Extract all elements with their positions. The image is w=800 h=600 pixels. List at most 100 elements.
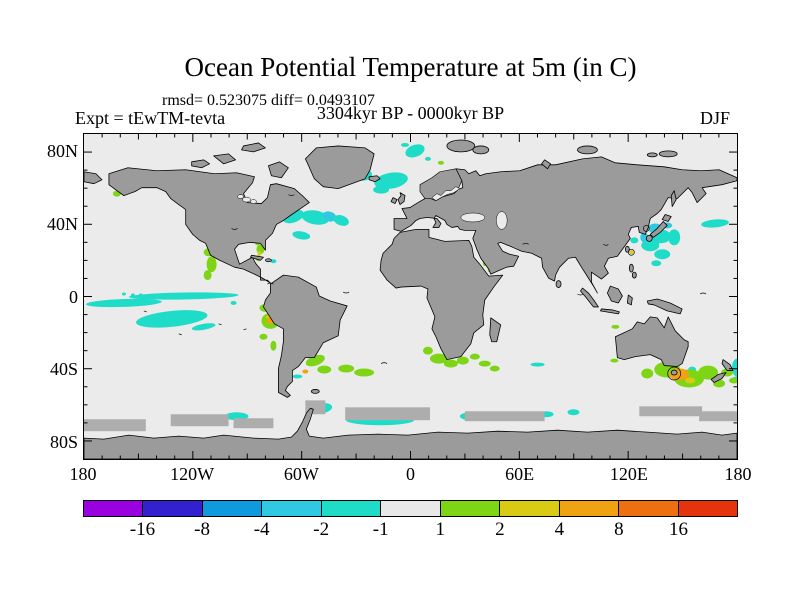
anomaly-patch [121,292,126,296]
anomaly-patch [373,185,390,194]
greenland [304,145,375,190]
anomaly-patch [685,377,696,384]
y-axis-label: 40N [47,213,78,234]
world-map [84,134,737,459]
svalbard [446,139,476,153]
cuba [250,254,264,261]
caspian-sea [495,211,508,230]
period-line: 3304kyr BP - 0000kyr BP [316,103,505,123]
anomaly-patch [354,368,375,377]
iceland [368,175,381,183]
colorbar-segment [559,501,620,516]
anomaly-patch [259,333,268,340]
x-axis-label: 60W [283,464,319,484]
anomaly-patch [429,353,448,364]
sri-lanka [555,280,562,288]
anomaly-patch [456,356,469,365]
y-axis-label: 0 [69,286,78,307]
anomaly-patch [651,260,662,267]
stats-line: rmsd= 0.523075 diff= 0.0493107 [162,92,375,109]
anomaly-patch [641,239,660,252]
colorbar-segment [202,501,263,516]
anomaly-patch [668,229,681,246]
inland-seas-layer [237,186,508,230]
continents-layer [84,139,737,459]
anomaly-patch [401,142,410,147]
anomaly-patch [729,377,737,384]
colorbar-label: 1 [435,519,446,540]
anomaly-patch [610,358,619,363]
anomaly-patch [128,292,239,300]
sumatra [580,287,599,308]
colorbar-label: 8 [614,519,624,540]
x-axis-label: 120W [170,464,215,484]
anomaly-patch [86,298,162,308]
new-zealand-north [721,359,734,371]
anomaly-patch [630,237,639,244]
new-guinea [646,298,683,315]
anomaly-patch [629,250,634,255]
zero-contour-marks [143,194,707,381]
new-zealand-south [710,372,727,383]
colorbar-segment [143,501,203,516]
arctic-island [191,159,211,169]
antarctica [84,407,737,459]
great-lake [237,194,244,199]
uk [397,192,406,205]
java [600,308,620,315]
anomaly-patch [489,365,500,372]
x-axis-label: 180 [724,464,752,484]
borneo [606,285,623,304]
anomaly-patch [424,156,431,161]
falklands [310,389,320,394]
south-america [263,274,348,398]
australia [614,316,689,367]
tasmania [670,369,678,376]
anomaly-patch [611,324,620,329]
arctic-isle2 [658,150,678,158]
colorbar-label: -8 [194,519,210,540]
anomaly-patch [302,369,309,374]
anomaly-patch [469,353,480,360]
great-lake [250,199,257,204]
hokkaido [661,214,672,222]
anomaly-patch [701,219,729,228]
anomaly-patch [322,211,337,222]
anomaly-patch [138,293,143,297]
colorbar-segment [321,501,382,516]
north-america [108,167,310,284]
anomaly-patch [136,310,208,328]
anomaly-patch [292,374,303,379]
colorbar-label: 16 [668,519,688,540]
anomaly-patch [257,251,262,256]
anomaly-patch [422,346,433,355]
anomaly-patch [130,293,135,297]
black-sea [460,212,486,223]
anomaly-patch [437,160,444,165]
arctic-isle [472,145,490,155]
anomaly-patch [338,364,355,373]
new-siberian-islands [646,152,658,158]
anomaly-patch [270,259,277,264]
y-axis-label: 80N [47,141,78,162]
sulawesi [626,294,633,306]
hispaniola [265,258,272,263]
anomaly-patch [567,409,580,416]
anomaly-patch [317,365,332,374]
anomaly-patch [191,323,216,331]
baltic-sea [431,186,461,201]
great-lake [242,196,251,203]
colorbar-label: -16 [129,519,156,540]
x-axis-label: 120E [609,464,648,484]
x-axis-label: 0 [406,464,415,484]
colorbar-segment [619,501,679,516]
taiwan [624,245,630,253]
axis-ticks [84,134,737,459]
sakhalin [670,190,677,207]
y-axis-label: 40S [49,359,78,380]
madagascar [489,317,502,343]
chart-title: Ocean Potential Temperature at 5m (in C) [184,52,637,82]
colorbar-segment [84,501,144,516]
anomaly-patch [301,210,330,225]
